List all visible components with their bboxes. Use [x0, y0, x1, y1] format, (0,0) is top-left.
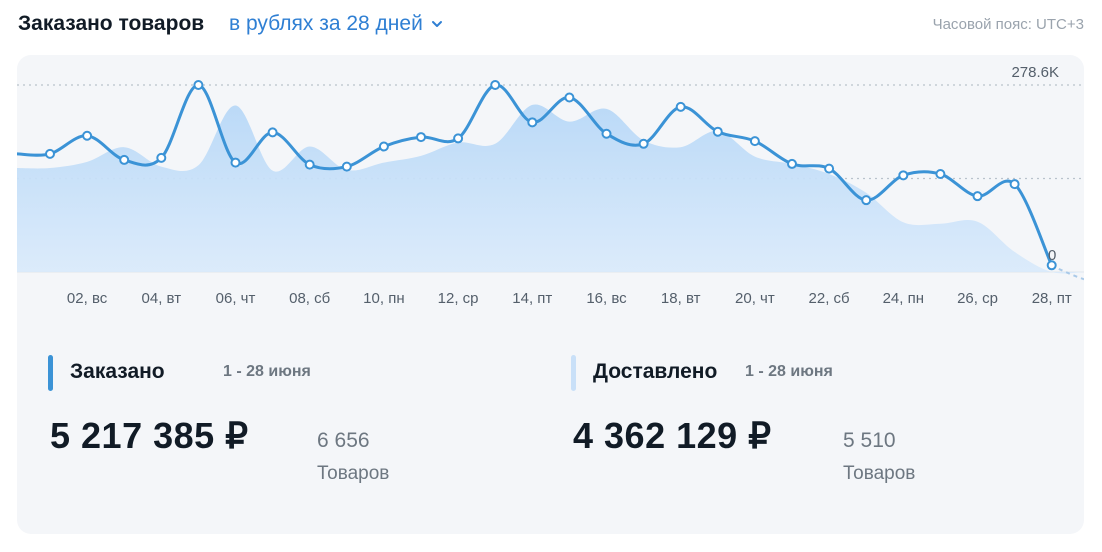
data-point[interactable] [861, 195, 872, 206]
data-point[interactable] [1046, 260, 1057, 271]
data-point[interactable] [230, 157, 241, 168]
stat-delivered-qty-label: Товаров [843, 463, 916, 484]
data-point[interactable] [749, 136, 760, 147]
data-point[interactable] [304, 159, 315, 170]
x-tick-label: 20, чт [735, 290, 775, 307]
x-axis-labels: 02, вс 04, вт 06, чт 08, сб 10, пн 12, ср 14, … [67, 290, 1072, 307]
stat-ordered-title: Заказано [70, 360, 165, 383]
x-tick-label: 16, вс [586, 290, 627, 307]
x-tick-label: 08, сб [289, 290, 330, 307]
stat-delivered-title: Доставлено [593, 360, 718, 383]
x-tick-label: 18, вт [661, 290, 701, 307]
stat-ordered-amount: 5 217 385 ₽ [50, 415, 249, 456]
data-point[interactable] [675, 101, 686, 112]
x-tick-label: 02, вс [67, 290, 108, 307]
data-point[interactable] [45, 148, 55, 159]
x-tick-label: 24, пн [883, 290, 924, 307]
stat-ordered-qty: 6 656 [317, 429, 370, 452]
chart-card: 278.6K 0 02, вс 04, вт 06, чт 08, сб 10, пн 1… [17, 55, 1084, 534]
ordered-points [45, 80, 1057, 271]
widget-header: Заказано товаров в рублях за 28 дней Час… [18, 12, 1084, 42]
data-point[interactable] [453, 133, 464, 144]
timezone-label: Часовой пояс: UTC+3 [932, 16, 1084, 33]
x-tick-label: 28, пт [1032, 290, 1072, 307]
stat-delivered-qty: 5 510 [843, 429, 896, 452]
stat-delivered-range: 1 - 28 июня [745, 363, 833, 380]
x-tick-label: 04, вт [142, 290, 182, 307]
stat-ordered-range: 1 - 28 июня [223, 363, 311, 380]
data-point[interactable] [490, 80, 501, 90]
period-dropdown[interactable]: в рублях за 28 дней [229, 12, 443, 36]
data-point[interactable] [82, 130, 93, 141]
data-point[interactable] [341, 161, 352, 172]
x-tick-label: 26, ср [957, 290, 998, 307]
delivered-legend-marker [571, 355, 576, 391]
data-point[interactable] [564, 92, 575, 103]
data-point[interactable] [824, 163, 835, 174]
data-point[interactable] [193, 80, 204, 90]
data-point[interactable] [787, 158, 797, 169]
data-point[interactable] [156, 152, 167, 163]
ordered-legend-marker [48, 355, 53, 391]
widget-title: Заказано товаров [18, 12, 205, 35]
x-tick-label: 06, чт [216, 290, 256, 307]
delivered-area [17, 104, 1084, 274]
data-point[interactable] [416, 132, 426, 143]
stat-ordered-qty-label: Товаров [317, 463, 390, 484]
data-point[interactable] [898, 170, 909, 181]
data-point[interactable] [1009, 179, 1020, 190]
data-point[interactable] [527, 117, 538, 128]
data-point[interactable] [638, 138, 649, 149]
x-tick-label: 22, сб [809, 290, 850, 307]
x-tick-label: 12, ср [438, 290, 479, 307]
data-point[interactable] [601, 128, 612, 139]
x-tick-label: 14, пт [512, 290, 552, 307]
data-point[interactable] [935, 169, 946, 180]
data-point[interactable] [712, 126, 723, 137]
ordered-line [17, 83, 1054, 266]
x-tick-label: 10, пн [363, 290, 404, 307]
orders-chart: 278.6K 0 02, вс 04, вт 06, чт 08, сб 10, пн 1… [17, 64, 1084, 307]
data-point[interactable] [972, 191, 983, 202]
period-label: в рублях за 28 дней [229, 12, 423, 35]
zero-label: 0 [1048, 247, 1056, 264]
y-max-label: 278.6K [1011, 64, 1059, 81]
data-point[interactable] [378, 141, 389, 152]
chevron-down-icon [431, 21, 442, 27]
stat-delivered-amount: 4 362 129 ₽ [573, 415, 772, 456]
data-point[interactable] [119, 154, 130, 165]
data-point[interactable] [267, 127, 278, 138]
